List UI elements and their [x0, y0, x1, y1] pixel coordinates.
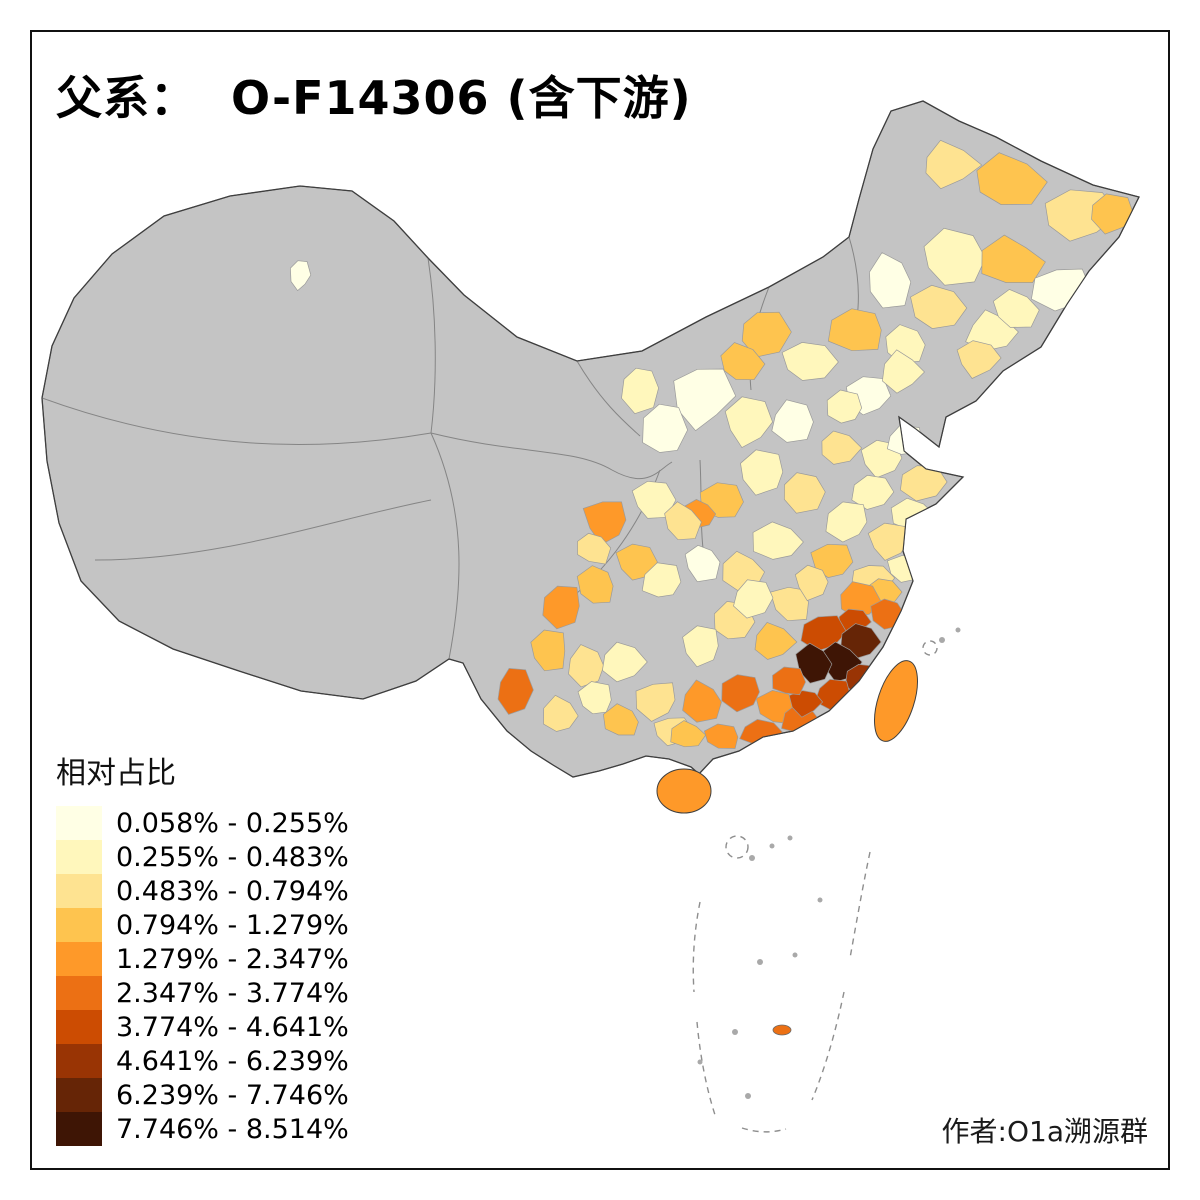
map-region	[981, 234, 1046, 283]
map-region	[752, 521, 804, 560]
legend-label: 7.746% - 8.514%	[116, 1113, 349, 1145]
legend-item: 4.641% - 6.239%	[56, 1044, 349, 1078]
map-region	[754, 621, 798, 660]
china-outline	[41, 100, 1140, 778]
legend-swatch	[56, 806, 102, 840]
map-region	[826, 389, 863, 424]
map-region	[923, 227, 986, 286]
map-region	[851, 474, 895, 510]
map-region	[602, 641, 648, 683]
legend-label: 0.794% - 1.279%	[116, 909, 349, 941]
map-region	[582, 501, 627, 545]
legend-item: 0.255% - 0.483%	[56, 840, 349, 874]
map-region	[783, 472, 826, 514]
map-region	[869, 252, 912, 309]
map-region	[720, 342, 766, 381]
legend-swatch	[56, 1010, 102, 1044]
map-region	[576, 565, 614, 604]
map-region	[682, 679, 722, 723]
page-title: 父系： O-F14306 (含下游)	[56, 71, 692, 125]
map-region	[641, 562, 682, 598]
legend-item: 0.794% - 1.279%	[56, 908, 349, 942]
map-region	[772, 666, 806, 696]
map-region	[992, 288, 1040, 328]
legend-item: 6.239% - 7.746%	[56, 1078, 349, 1112]
legend-label: 3.774% - 4.641%	[116, 1011, 349, 1043]
map-region	[741, 311, 792, 358]
map-region	[703, 723, 739, 749]
legend-swatch	[56, 908, 102, 942]
small-orange-island	[772, 1024, 792, 1036]
legend-item: 0.058% - 0.255%	[56, 806, 349, 840]
map-region	[724, 396, 773, 449]
legend-swatch	[56, 1044, 102, 1078]
map-region	[821, 430, 863, 465]
map-region	[976, 152, 1048, 205]
legend-swatch	[56, 942, 102, 976]
map-region	[542, 585, 580, 630]
map-region	[925, 139, 983, 190]
map-region	[810, 543, 854, 578]
legend-label: 2.347% - 3.774%	[116, 977, 349, 1009]
legend-label: 4.641% - 6.239%	[116, 1045, 349, 1077]
legend-swatch	[56, 874, 102, 908]
legend-label: 0.255% - 0.483%	[116, 841, 349, 873]
map-region	[530, 629, 566, 672]
small-islands	[697, 627, 961, 1099]
map-region	[721, 674, 760, 713]
map-region	[577, 681, 612, 715]
map-region	[825, 501, 868, 543]
map-region	[673, 368, 737, 432]
map-region	[642, 403, 688, 453]
map-region	[670, 720, 707, 748]
map-region	[497, 668, 534, 715]
map-region	[781, 342, 839, 381]
map-region	[290, 260, 312, 292]
legend: 相对占比 0.058% - 0.255% 0.255% - 0.483% 0.4…	[56, 748, 349, 1146]
map-region	[664, 501, 702, 541]
map-region	[788, 690, 824, 718]
map-region	[771, 399, 814, 443]
map-region	[733, 579, 774, 619]
map-region	[840, 623, 882, 659]
map-region	[867, 522, 910, 561]
legend-title: 相对占比	[56, 756, 176, 791]
map-region	[882, 349, 925, 394]
legend-label: 6.239% - 7.746%	[116, 1079, 349, 1111]
map-region	[635, 682, 676, 722]
map-region	[631, 480, 677, 519]
legend-label: 1.279% - 2.347%	[116, 943, 349, 975]
map-region	[684, 544, 721, 583]
map-region	[794, 564, 829, 602]
legend-swatch	[56, 840, 102, 874]
legend-item: 1.279% - 2.347%	[56, 942, 349, 976]
map-region	[577, 532, 612, 565]
map-region	[568, 644, 605, 688]
legend-swatch	[56, 1078, 102, 1112]
map-region	[956, 340, 1002, 379]
attribution: 作者:O1a溯源群	[941, 1115, 1148, 1148]
legend-item: 0.483% - 0.794%	[56, 874, 349, 908]
south-china-sea-dashes	[692, 640, 938, 1133]
map-region	[682, 625, 719, 668]
legend-label: 0.058% - 0.255%	[116, 807, 349, 839]
legend-item: 3.774% - 4.641%	[56, 1010, 349, 1044]
taiwan-island	[874, 660, 918, 742]
hainan-island	[656, 768, 712, 814]
legend-item: 7.746% - 8.514%	[56, 1112, 349, 1146]
map-region	[910, 284, 968, 329]
map-region	[795, 642, 833, 684]
legend-swatch	[56, 976, 102, 1010]
map-region	[543, 694, 579, 732]
map-region	[740, 449, 784, 496]
legend-item: 2.347% - 3.774%	[56, 976, 349, 1010]
legend-swatch	[56, 1112, 102, 1146]
legend-label: 0.483% - 0.794%	[116, 875, 349, 907]
map-region	[827, 308, 882, 352]
map-region	[603, 703, 639, 736]
map-region	[621, 367, 659, 415]
